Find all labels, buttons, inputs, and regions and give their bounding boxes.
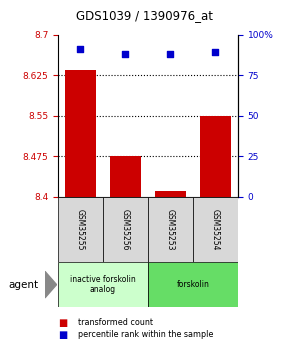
- Bar: [200, 116, 231, 197]
- Bar: [65, 70, 96, 197]
- Text: GSM35256: GSM35256: [121, 209, 130, 250]
- Text: agent: agent: [9, 280, 39, 289]
- Text: forskolin: forskolin: [176, 280, 209, 289]
- Bar: [193, 197, 238, 262]
- Text: inactive forskolin
analog: inactive forskolin analog: [70, 275, 136, 294]
- Text: ■: ■: [58, 318, 67, 327]
- Bar: [148, 262, 238, 307]
- Bar: [103, 197, 148, 262]
- Point: [78, 46, 83, 52]
- Bar: [110, 156, 141, 197]
- Bar: [148, 197, 193, 262]
- Bar: [155, 191, 186, 197]
- Bar: [58, 197, 103, 262]
- Text: transformed count: transformed count: [78, 318, 153, 327]
- Text: GDS1039 / 1390976_at: GDS1039 / 1390976_at: [77, 9, 213, 22]
- Text: percentile rank within the sample: percentile rank within the sample: [78, 330, 214, 339]
- Text: GSM35254: GSM35254: [211, 209, 220, 250]
- Point: [213, 50, 218, 55]
- Polygon shape: [45, 271, 57, 298]
- Point: [168, 51, 173, 57]
- Text: ■: ■: [58, 330, 67, 339]
- Bar: [58, 262, 148, 307]
- Text: GSM35253: GSM35253: [166, 209, 175, 250]
- Point: [123, 51, 128, 57]
- Text: GSM35255: GSM35255: [76, 209, 85, 250]
